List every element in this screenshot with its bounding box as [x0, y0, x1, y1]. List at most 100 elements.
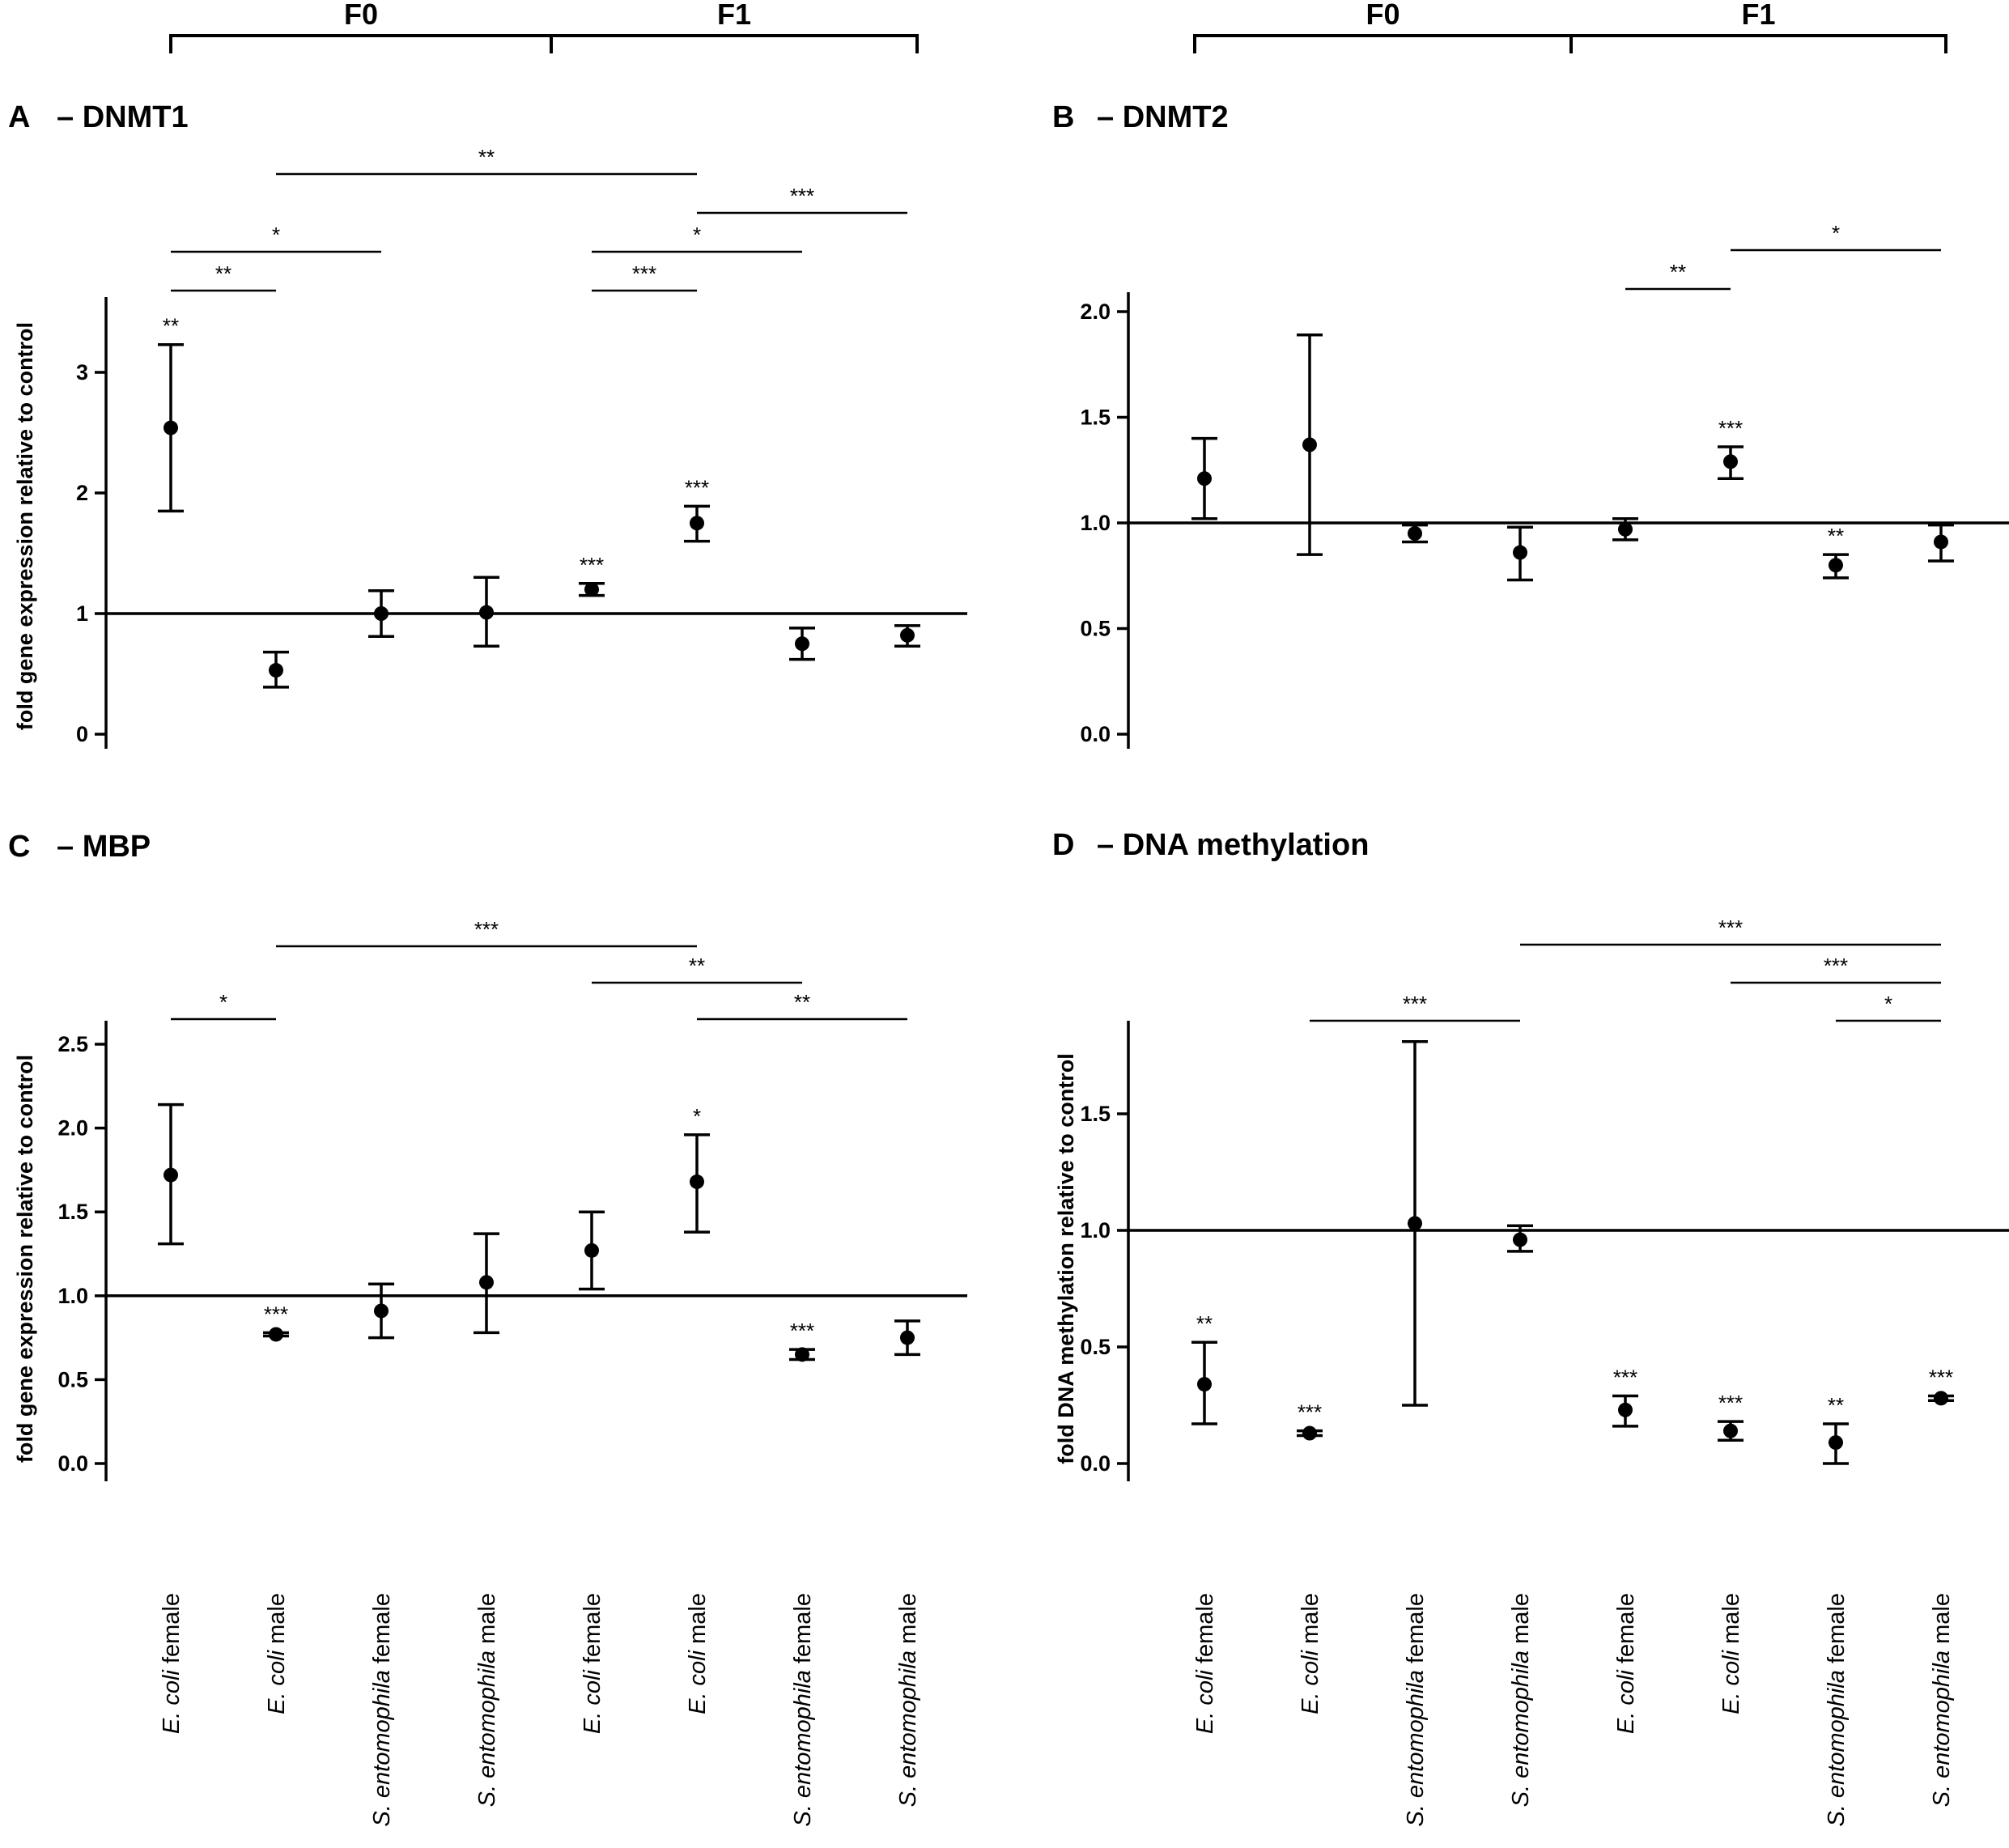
- category-species: S. entomophila: [1824, 1670, 1850, 1826]
- data-point: [1513, 545, 1527, 560]
- significance-label: ***: [1718, 416, 1743, 440]
- data-point: [1723, 454, 1738, 469]
- category-label: E. coli male: [1298, 1593, 1323, 1714]
- y-tick-label: 1.5: [1080, 1102, 1111, 1126]
- category-species: S. entomophila: [474, 1650, 500, 1807]
- data-point: [900, 627, 915, 643]
- category-label: S. entomophila female: [1403, 1593, 1429, 1827]
- data-point: [164, 420, 178, 435]
- y-tick-label: 2: [76, 481, 88, 505]
- data-point: [690, 516, 704, 531]
- panel-letter: B: [1052, 100, 1074, 134]
- category-species: E. coli: [264, 1649, 290, 1714]
- comparison-label: ***: [1824, 954, 1848, 978]
- category-sex: male: [1929, 1593, 1955, 1650]
- data-point: [374, 1303, 389, 1319]
- data-point: [374, 606, 389, 621]
- y-axis-label: fold gene expression relative to control: [13, 322, 37, 730]
- data-point: [479, 605, 494, 620]
- significance-label: ***: [1929, 1365, 1953, 1389]
- data-point: [1513, 1232, 1527, 1247]
- panel-letter: D: [1052, 828, 1074, 862]
- data-point: [584, 582, 599, 597]
- y-tick-label: 0.0: [57, 1451, 88, 1476]
- y-tick-label: 3: [76, 360, 88, 384]
- category-label: S. entomophila male: [1929, 1593, 1955, 1807]
- category-sex: male: [1508, 1593, 1534, 1650]
- category-sex: female: [790, 1593, 816, 1670]
- category-species: S. entomophila: [369, 1670, 395, 1826]
- comparison-label: **: [478, 145, 495, 169]
- category-sex: male: [1718, 1593, 1744, 1650]
- category-label: S. entomophila male: [1508, 1593, 1534, 1807]
- category-label: S. entomophila male: [895, 1593, 921, 1807]
- data-point: [1302, 1425, 1317, 1441]
- category-sex: female: [1403, 1593, 1429, 1670]
- data-point: [269, 1327, 283, 1342]
- y-tick-label: 1.0: [57, 1284, 88, 1308]
- y-tick-label: 0.5: [1080, 1335, 1111, 1359]
- category-label: E. coli female: [580, 1593, 605, 1734]
- panel-title: – DNMT1: [57, 100, 189, 134]
- data-point: [584, 1243, 599, 1258]
- category-sex: male: [1298, 1593, 1323, 1650]
- comparison-label: **: [794, 990, 810, 1014]
- y-tick-label: 2.5: [57, 1032, 88, 1056]
- category-label: S. entomophila female: [1824, 1593, 1850, 1827]
- panel-title: – DNA methylation: [1097, 828, 1369, 862]
- data-point: [1618, 1402, 1633, 1417]
- y-tick-label: 1: [76, 601, 88, 626]
- category-sex: female: [369, 1593, 395, 1670]
- data-point: [1197, 471, 1212, 486]
- significance-label: ***: [264, 1302, 288, 1326]
- comparison-label: *: [272, 223, 280, 247]
- comparison-label: *: [1832, 221, 1840, 245]
- significance-label: ***: [580, 553, 604, 577]
- y-tick-label: 1.5: [1080, 406, 1111, 430]
- comparison-label: *: [693, 223, 701, 247]
- category-sex: female: [1613, 1593, 1639, 1670]
- category-label: E. coli female: [159, 1593, 185, 1734]
- category-sex: female: [580, 1593, 605, 1670]
- comparison-label: ***: [1718, 916, 1743, 940]
- category-label: S. entomophila male: [474, 1593, 500, 1807]
- category-sex: male: [895, 1593, 921, 1650]
- significance-label: ***: [685, 475, 709, 499]
- data-point: [1934, 534, 1948, 550]
- panel-title: – MBP: [57, 830, 151, 864]
- data-point: [690, 1174, 704, 1189]
- category-species: S. entomophila: [1929, 1650, 1955, 1807]
- generation-label-f0: F0: [344, 0, 378, 31]
- y-tick-label: 1.0: [1080, 511, 1111, 535]
- y-tick-label: 0.0: [1080, 1451, 1111, 1476]
- panel-letter: A: [8, 100, 30, 134]
- data-point: [479, 1275, 494, 1290]
- category-species: E. coli: [1613, 1669, 1639, 1735]
- category-species: S. entomophila: [895, 1650, 921, 1807]
- generation-label-f1: F1: [1741, 0, 1775, 31]
- significance-label: **: [1828, 524, 1844, 548]
- data-point: [1934, 1391, 1948, 1406]
- category-sex: male: [264, 1593, 290, 1650]
- data-point: [1618, 521, 1633, 537]
- y-tick-label: 0: [76, 722, 88, 746]
- data-point: [1828, 1435, 1843, 1451]
- significance-label: **: [1196, 1311, 1213, 1336]
- category-sex: female: [1192, 1593, 1218, 1670]
- comparison-label: ***: [1403, 992, 1427, 1016]
- y-tick-label: 0.0: [1080, 722, 1111, 746]
- generation-label-f1: F1: [717, 0, 751, 31]
- data-point: [1197, 1377, 1212, 1392]
- data-point: [900, 1330, 915, 1345]
- significance-label: ***: [1718, 1391, 1743, 1415]
- comparison-label: **: [215, 261, 231, 286]
- category-label: E. coli male: [685, 1593, 711, 1714]
- significance-label: *: [693, 1104, 701, 1128]
- significance-label: **: [1828, 1393, 1844, 1417]
- category-label: S. entomophila female: [369, 1593, 395, 1827]
- category-label: E. coli female: [1613, 1593, 1639, 1734]
- y-tick-label: 1.0: [1080, 1218, 1111, 1243]
- significance-label: **: [163, 314, 179, 338]
- data-point: [795, 636, 809, 652]
